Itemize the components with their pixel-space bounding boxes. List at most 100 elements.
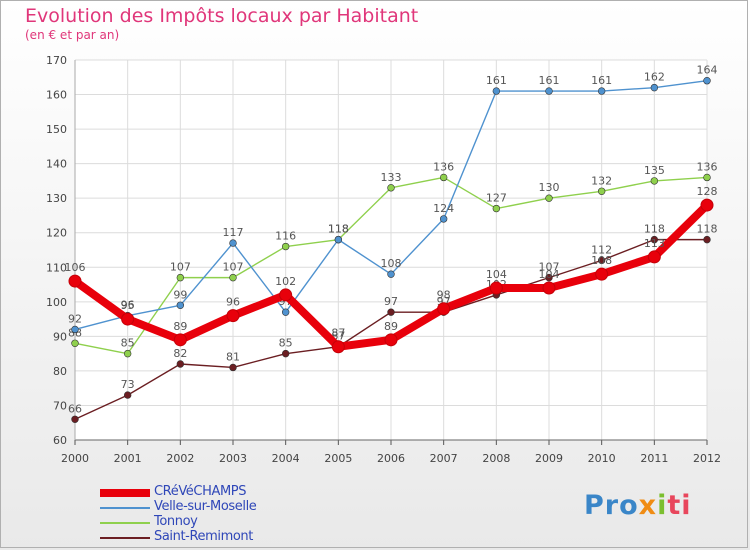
data-point-s1-9 [545, 87, 553, 95]
data-label-s0-11: 113 [644, 237, 665, 250]
x-tick-label: 2010 [588, 452, 616, 465]
data-label-s2-12: 136 [697, 160, 718, 173]
x-tick-label: 2012 [693, 452, 721, 465]
data-point-s2-3 [229, 273, 237, 282]
x-tick-label: 2003 [219, 452, 247, 465]
data-label-s0-9: 104 [539, 268, 560, 281]
data-label-s2-11: 135 [644, 164, 665, 177]
data-label-s2-6: 133 [381, 171, 402, 184]
data-point-s3-9 [545, 273, 553, 282]
data-label-s0-5: 87 [331, 327, 345, 340]
y-tick-label: 60 [53, 434, 67, 447]
x-tick-label: 2005 [324, 452, 352, 465]
data-point-s2-12 [703, 173, 711, 182]
data-label-s2-5: 118 [328, 223, 349, 236]
x-tick-label: 2006 [377, 452, 405, 465]
data-label-s2-1: 85 [121, 337, 135, 350]
data-point-s1-5 [334, 235, 343, 244]
data-point-s3-3 [229, 363, 237, 372]
data-point-s0-10 [595, 267, 609, 281]
data-point-s1-7 [439, 215, 448, 223]
x-tick-label: 2002 [166, 452, 194, 465]
data-label-s3-0: 66 [68, 402, 82, 415]
proxiti-logo: Proxiti [584, 490, 692, 521]
data-label-s3-3: 81 [226, 350, 240, 363]
legend-item-2: Tonnoy [100, 514, 340, 531]
legend-item-3: Saint-Remimont [100, 529, 340, 546]
data-point-s2-2 [176, 273, 185, 282]
logo-part-3: i [657, 490, 668, 521]
legend-label-1: Velle-sur-Moselle [154, 499, 257, 514]
data-point-s3-0 [71, 415, 79, 423]
data-point-s2-10 [597, 187, 606, 195]
data-point-s1-2 [176, 301, 185, 309]
y-tick-label: 80 [53, 365, 67, 378]
legend-swatch-1 [100, 507, 150, 509]
data-point-s0-1 [121, 312, 135, 326]
x-tick-label: 2011 [640, 452, 668, 465]
data-point-s3-6 [387, 308, 395, 316]
x-tick-label: 2000 [61, 452, 89, 465]
data-point-s3-1 [123, 391, 132, 399]
data-label-s2-4: 116 [275, 230, 296, 243]
legend-swatch-3 [100, 537, 150, 539]
y-tick-label: 130 [46, 192, 67, 205]
data-point-s3-11 [650, 235, 659, 244]
data-point-s2-0 [71, 339, 79, 347]
data-point-s2-9 [545, 194, 553, 202]
chart-legend: CRéVéCHAMPS Velle-sur-Moselle Tonnoy Saint-… [100, 484, 340, 546]
x-tick-label: 2009 [535, 452, 563, 465]
y-tick-label: 90 [53, 330, 67, 343]
data-label-s0-4: 102 [275, 275, 296, 288]
data-point-s0-5 [331, 340, 345, 354]
data-label-s0-0: 106 [65, 261, 86, 274]
data-label-s0-3: 96 [226, 296, 240, 309]
y-tick-label: 120 [46, 227, 67, 240]
data-label-s0-6: 89 [384, 320, 398, 333]
x-tick-label: 2008 [482, 452, 510, 465]
legend-item-1: Velle-sur-Moselle [100, 499, 340, 516]
data-point-s2-4 [281, 242, 290, 251]
data-label-s1-6: 108 [381, 257, 402, 270]
y-tick-label: 70 [53, 399, 67, 412]
data-label-s2-7: 136 [433, 160, 454, 173]
data-label-s1-9: 161 [539, 74, 560, 87]
data-point-s1-11 [650, 83, 659, 92]
data-label-s0-7: 98 [437, 289, 451, 302]
legend-item-0: CRéVéCHAMPS [100, 484, 340, 501]
data-point-s1-0 [71, 325, 79, 334]
legend-label-2: Tonnoy [154, 514, 198, 529]
data-label-s1-5: 118 [328, 223, 349, 236]
x-tick-label: 2004 [272, 452, 300, 465]
data-point-s3-10 [597, 256, 606, 265]
data-point-s0-2 [173, 333, 187, 347]
data-point-s0-3 [226, 309, 240, 323]
data-label-s1-1: 96 [121, 299, 135, 312]
y-tick-label: 100 [46, 296, 67, 309]
logo-part-4: ti [667, 490, 692, 521]
data-label-s1-10: 161 [591, 74, 612, 87]
data-label-s2-10: 132 [591, 174, 612, 187]
x-tick-label: 2007 [430, 452, 458, 465]
data-point-s0-0 [68, 274, 82, 288]
y-tick-label: 110 [46, 261, 67, 274]
data-point-s0-8 [489, 281, 503, 295]
data-point-s1-4 [281, 308, 290, 316]
data-point-s3-4 [281, 349, 290, 358]
data-point-s2-6 [387, 184, 395, 192]
data-point-s0-11 [647, 250, 661, 264]
data-point-s1-10 [597, 87, 606, 95]
data-label-s2-2: 107 [170, 261, 191, 274]
legend-label-3: Saint-Remimont [154, 529, 253, 544]
data-label-s3-12: 118 [697, 223, 718, 236]
y-tick-label: 160 [46, 89, 67, 102]
chart-subtitle: (en € et par an) [25, 28, 120, 42]
data-point-s2-7 [439, 173, 448, 182]
data-label-s3-2: 82 [173, 347, 187, 360]
data-label-s3-4: 85 [279, 337, 293, 350]
data-label-s1-12: 164 [697, 64, 718, 77]
logo-part-1: Pro [584, 490, 639, 521]
data-label-s3-10: 112 [591, 243, 612, 256]
